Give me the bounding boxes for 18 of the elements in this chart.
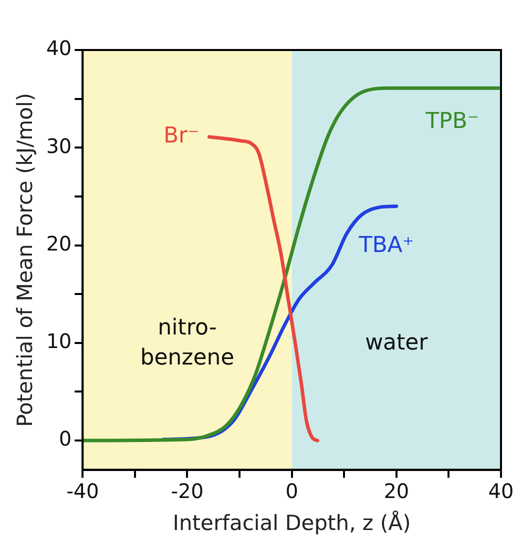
x-tick-label: -20 [170,479,204,504]
y-tick-label: 40 [46,36,72,60]
y-axis-title: Potential of Mean Force (kJ/mol) [13,92,38,427]
series-label: Br⁻ [163,124,200,149]
x-tick-label: -40 [66,479,99,504]
x-tick-label: 40 [488,479,514,504]
x-tick-label: 20 [384,479,410,504]
x-axis-title: Interfacial Depth, z (Å) [172,510,411,535]
line-series [82,86,501,442]
y-tick-label: 0 [58,426,72,451]
series-label: TBA⁺ [358,232,414,258]
band-label: water [365,330,429,356]
band-label: nitro- benzene [140,316,234,371]
x-tick-label: 0 [285,479,298,504]
y-tick-label: 30 [46,134,72,158]
y-tick-label: 10 [46,329,72,354]
series-label: TPB⁻ [424,108,479,134]
y-tick-label: 20 [46,231,72,256]
